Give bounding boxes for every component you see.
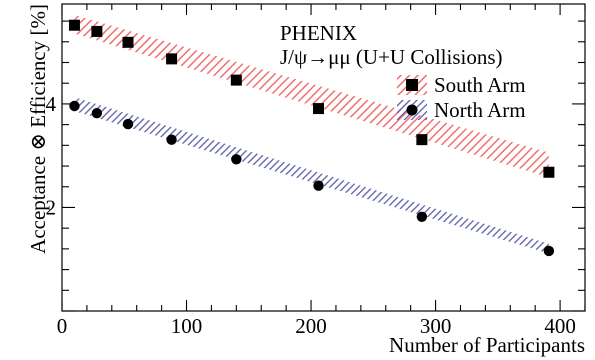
legend-label-south: South Arm xyxy=(434,73,526,97)
point-north-4 xyxy=(231,154,242,165)
y-tick-label: 2 xyxy=(46,195,57,219)
legend-marker-north xyxy=(406,104,418,116)
point-north-5 xyxy=(313,180,324,191)
y-tick-label: 4 xyxy=(46,92,57,116)
point-south-2 xyxy=(122,36,134,48)
point-south-7 xyxy=(543,166,555,178)
legend-label-north: North Arm xyxy=(434,98,526,122)
x-tick-label: 100 xyxy=(171,314,203,338)
point-north-0 xyxy=(69,100,80,112)
legend-entry-south: South Arm xyxy=(397,73,526,97)
point-south-0 xyxy=(68,19,80,31)
point-north-1 xyxy=(91,108,103,119)
annotation-process: J/ψ→μμ (U+U Collisions) xyxy=(280,45,503,69)
band-north xyxy=(74,97,549,254)
point-north-3 xyxy=(166,134,177,145)
x-tick-label: 300 xyxy=(420,314,452,338)
point-south-4 xyxy=(230,74,242,86)
point-south-6 xyxy=(416,134,428,146)
y-axis-label: Acceptance ⊗ Efficiency [%] xyxy=(26,4,50,254)
plot-frame xyxy=(61,3,586,312)
x-tick-label: 400 xyxy=(544,314,576,338)
band-south xyxy=(74,14,549,178)
x-axis-label: Number of Participants xyxy=(389,333,585,357)
legend: South Arm North Arm xyxy=(397,73,526,122)
annotation-experiment: PHENIX xyxy=(280,21,357,45)
legend-entry-north: North Arm xyxy=(397,98,526,122)
point-south-1 xyxy=(91,25,103,37)
legend-marker-south xyxy=(406,79,418,91)
uncertainty-bands xyxy=(74,14,549,254)
point-south-3 xyxy=(166,53,178,65)
axis-ticks xyxy=(61,4,586,312)
point-north-6 xyxy=(416,211,428,222)
x-tick-label: 200 xyxy=(295,314,327,338)
point-south-5 xyxy=(313,103,325,115)
x-tick-label: 0 xyxy=(57,314,68,338)
point-north-2 xyxy=(122,118,134,130)
tick-labels: 0 100 200 300 400 2 4 xyxy=(46,92,576,338)
point-north-7 xyxy=(543,245,555,257)
